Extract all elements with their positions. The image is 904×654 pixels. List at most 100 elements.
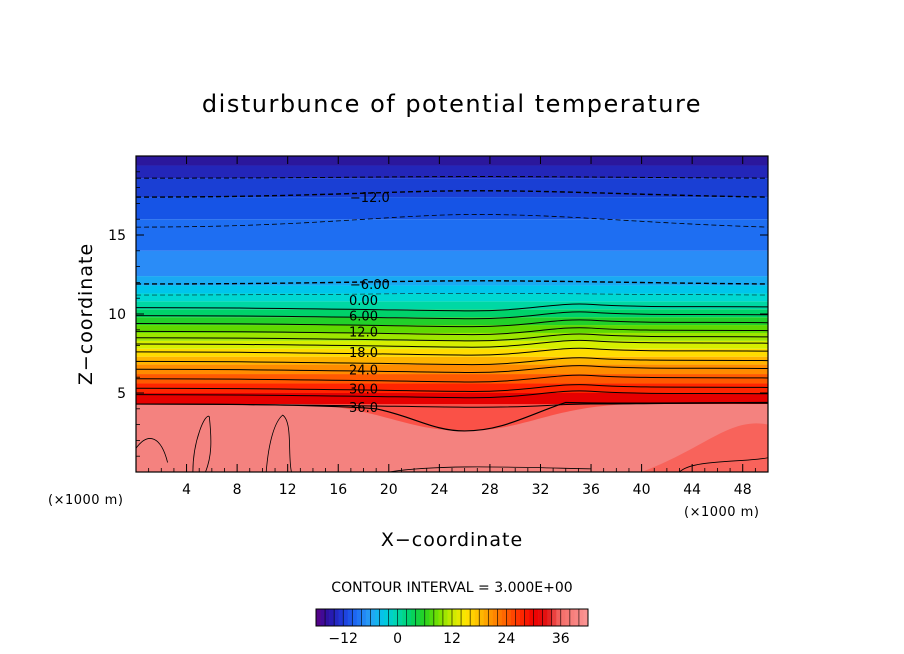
colorbar-tick-label: −12 (328, 631, 358, 647)
x-unit-label-right: (×1000 m) (684, 505, 759, 520)
contour-label: 0.00 (349, 294, 378, 309)
x-tick-label: 48 (734, 482, 752, 498)
colorbar-swatch (492, 609, 498, 626)
contour-line-solid (136, 327, 768, 336)
contour-label: 12.0 (349, 325, 378, 340)
colorbar-swatch (420, 609, 426, 626)
colorbar-swatch (429, 609, 435, 626)
contour-interval-label: CONTOUR INTERVAL = 3.000E+00 (331, 580, 572, 596)
x-tick-label: 12 (279, 482, 297, 498)
colorbar-swatch (361, 609, 367, 626)
colorbar-swatch (370, 609, 376, 626)
colorbar-swatch (452, 609, 457, 626)
colorbar-swatch (515, 609, 521, 626)
colorbar-tick-label: 36 (552, 631, 570, 647)
colorbar-swatch (393, 609, 398, 626)
contour-label: −6.00 (350, 278, 390, 293)
x-tick-label: 44 (683, 482, 701, 498)
contour-label: −12.0 (350, 191, 390, 206)
x-unit-label-left: (×1000 m) (48, 493, 123, 508)
contour-line-solid (136, 339, 768, 348)
contour-line-36 (136, 401, 768, 432)
temperature-band (136, 178, 768, 198)
temperature-band (136, 374, 768, 384)
contour-line-dashed (136, 280, 768, 285)
temperature-band (136, 301, 768, 310)
contour-line-thin (136, 414, 768, 472)
colorbar-swatch (424, 609, 430, 626)
x-tick-label: 8 (233, 482, 242, 498)
contour-line-solid (136, 303, 768, 312)
y-tick-label: 10 (108, 307, 126, 323)
contour-line-solid (136, 374, 768, 383)
contour-label: 36.0 (349, 401, 378, 416)
colorbar-tick-label: 0 (393, 631, 402, 647)
colorbar-swatch (506, 609, 512, 626)
x-tick-label: 16 (329, 482, 347, 498)
colorbar-swatch (442, 609, 448, 626)
colorbar-swatch (411, 609, 417, 626)
colorbar-swatch (465, 609, 471, 626)
colorbar-swatch (365, 609, 371, 626)
contour-label: 18.0 (349, 346, 378, 361)
colorbar-swatch (343, 609, 349, 626)
colorbar-swatch (578, 609, 584, 626)
chart-title: disturbunce of potential temperature (202, 90, 702, 118)
temperature-band (136, 317, 768, 326)
temperature-band (136, 309, 768, 318)
colorbar-swatch (456, 609, 462, 626)
x-tick-label: 32 (532, 482, 550, 498)
colorbar-swatch (524, 609, 530, 626)
temperature-band (136, 383, 768, 393)
colorbar-swatch (565, 609, 571, 626)
temperature-band (136, 364, 768, 375)
contour-line-solid (136, 390, 768, 399)
contour-label: 24.0 (349, 363, 378, 378)
temperature-band (136, 156, 768, 166)
colorbar-swatch (547, 609, 553, 626)
temperature-band (136, 325, 768, 333)
colorbar: −12 0 12 24 36 (315, 608, 589, 647)
colorbar-swatch (320, 609, 326, 626)
x-tick-label: 4 (182, 482, 191, 498)
warm-anomaly (287, 404, 642, 431)
contour-label: 30.0 (349, 382, 378, 397)
contour-line-solid (136, 347, 768, 356)
colorbar-frame (315, 608, 589, 627)
contour-line-dashed (136, 214, 768, 228)
temperature-band (136, 197, 768, 220)
temperature-band (136, 340, 768, 349)
colorbar-swatch (438, 609, 444, 626)
colorbar-swatch (551, 609, 557, 626)
colorbar-swatch (329, 609, 335, 626)
colorbar-swatch (388, 609, 394, 626)
colorbar-swatch (488, 609, 494, 626)
contour-lines (136, 176, 768, 472)
colorbar-swatch (352, 609, 358, 626)
y-axis-title: Z−coordinate (75, 243, 97, 385)
contour-line-dashed (136, 190, 768, 198)
contour-line-solid (136, 333, 768, 342)
colorbar-swatch (538, 609, 543, 626)
colorbar-swatch (510, 609, 516, 626)
colorbar-tick-label: 24 (497, 631, 515, 647)
colorbar-swatch (397, 609, 403, 626)
colorbar-swatch (402, 609, 407, 626)
colorbar-swatch (379, 609, 385, 626)
colorbar-swatch (520, 609, 525, 626)
contour-line-dashed (136, 293, 768, 296)
colorbar-swatch (574, 609, 580, 626)
colorbar-swatch (533, 609, 539, 626)
colorbar-swatch (374, 609, 380, 626)
colorbar-swatch (556, 609, 562, 626)
x-tick-label: 20 (380, 482, 398, 498)
colorbar-swatch (433, 609, 439, 626)
contour-line-solid (136, 365, 768, 373)
colorbar-swatch (497, 609, 503, 626)
colorbar-swatch (338, 609, 344, 626)
x-tick-label: 28 (481, 482, 499, 498)
